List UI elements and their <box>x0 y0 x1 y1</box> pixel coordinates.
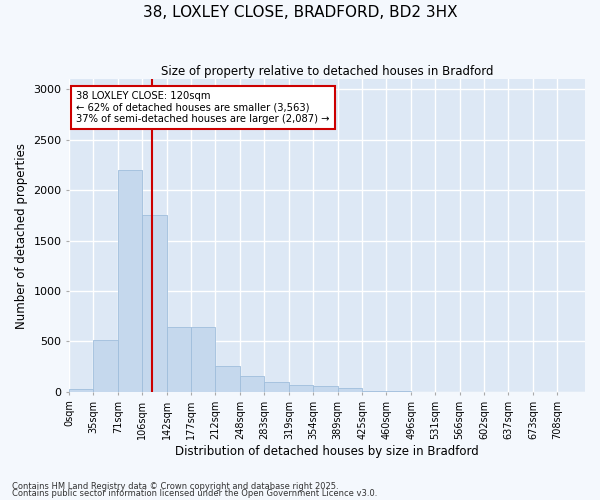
Bar <box>289 386 313 392</box>
Bar <box>142 216 167 392</box>
Bar <box>167 328 191 392</box>
Bar <box>70 389 94 392</box>
Bar <box>313 386 338 392</box>
X-axis label: Distribution of detached houses by size in Bradford: Distribution of detached houses by size … <box>175 444 479 458</box>
Bar <box>386 391 411 392</box>
Text: 38 LOXLEY CLOSE: 120sqm
← 62% of detached houses are smaller (3,563)
37% of semi: 38 LOXLEY CLOSE: 120sqm ← 62% of detache… <box>76 92 330 124</box>
Text: 38, LOXLEY CLOSE, BRADFORD, BD2 3HX: 38, LOXLEY CLOSE, BRADFORD, BD2 3HX <box>143 5 457 20</box>
Bar <box>240 376 265 392</box>
Bar <box>338 388 362 392</box>
Text: Contains HM Land Registry data © Crown copyright and database right 2025.: Contains HM Land Registry data © Crown c… <box>12 482 338 491</box>
Bar <box>265 382 289 392</box>
Bar <box>215 366 240 392</box>
Bar <box>94 340 118 392</box>
Bar <box>362 390 386 392</box>
Title: Size of property relative to detached houses in Bradford: Size of property relative to detached ho… <box>161 65 493 78</box>
Bar <box>191 328 215 392</box>
Bar <box>118 170 142 392</box>
Y-axis label: Number of detached properties: Number of detached properties <box>15 142 28 328</box>
Text: Contains public sector information licensed under the Open Government Licence v3: Contains public sector information licen… <box>12 489 377 498</box>
